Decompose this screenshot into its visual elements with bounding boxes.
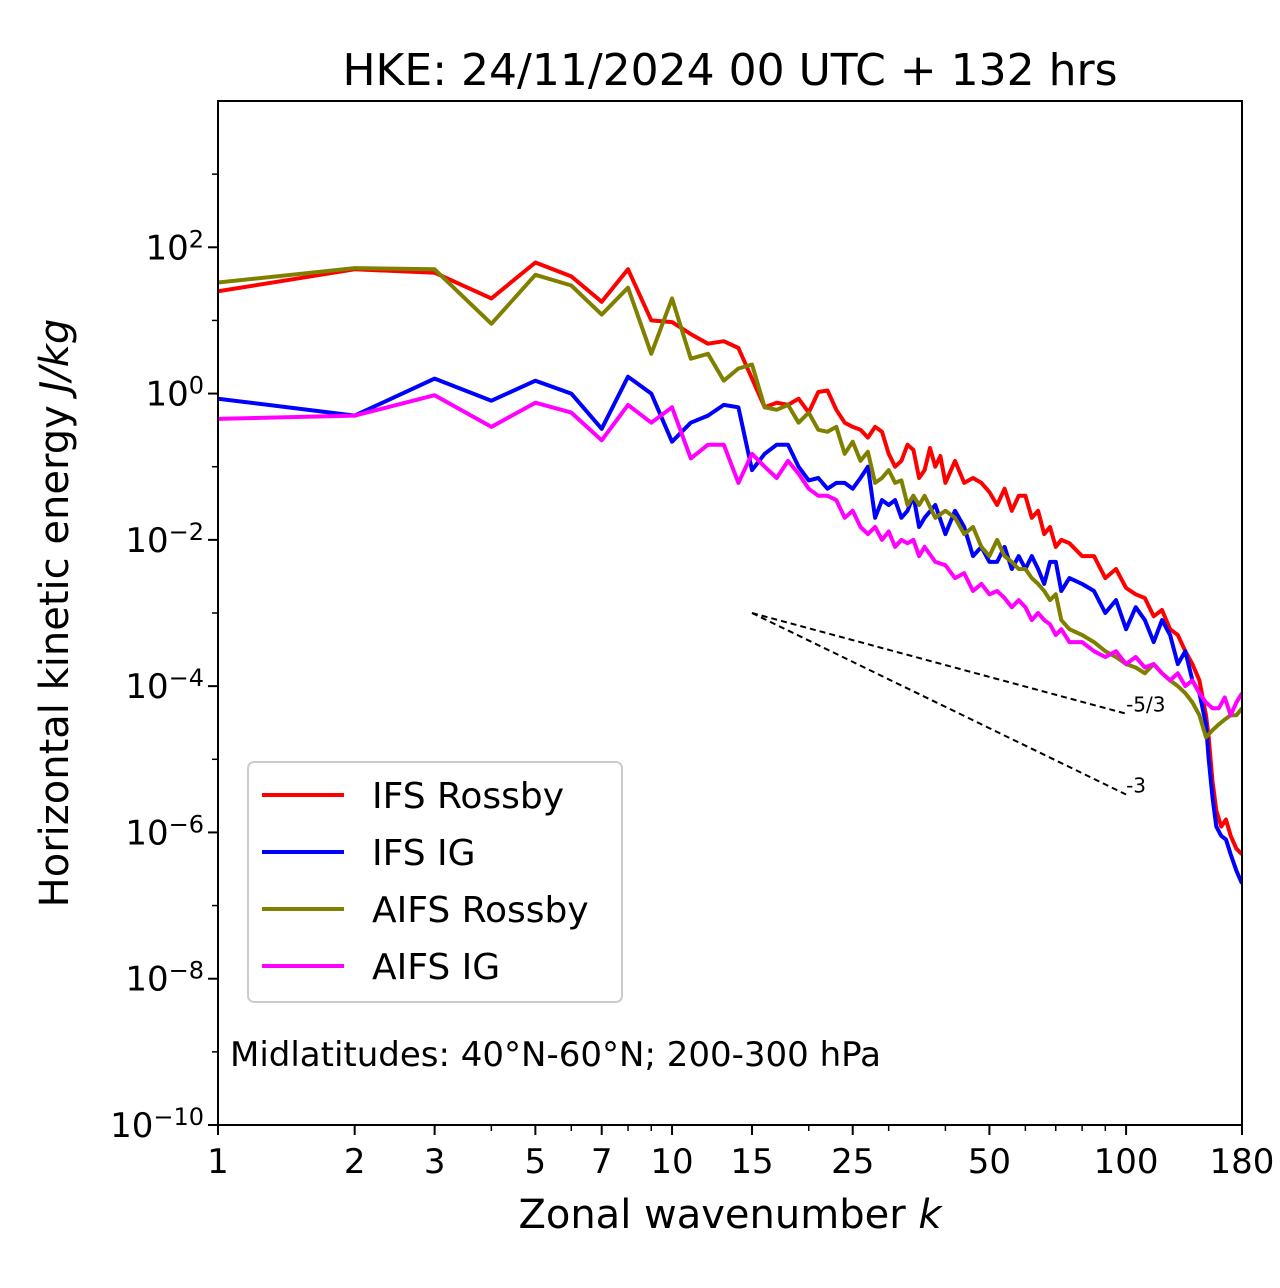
- plot-frame: [217, 100, 1243, 1126]
- y-tick-label: 100: [145, 372, 204, 415]
- x-tick-label: 5: [525, 1142, 547, 1182]
- legend: IFS Rossby IFS IG AIFS Rossby AIFS IG: [247, 761, 623, 1003]
- x-tick-label: 50: [968, 1142, 1011, 1182]
- x-tick-label: 25: [831, 1142, 874, 1182]
- y-tick-label: 10−4: [125, 664, 204, 707]
- reference-slope-line-0: [751, 612, 1127, 715]
- reference-slope-label-1: -3: [1126, 774, 1146, 798]
- x-tick-label: 7: [591, 1142, 613, 1182]
- x-tick-label: 10: [650, 1142, 693, 1182]
- y-tick-label: 102: [145, 225, 204, 268]
- y-axis-label: Horizontal kinetic energy J/kg: [32, 319, 78, 908]
- y-tick-label: 10−10: [110, 1103, 204, 1146]
- region-annotation: Midlatitudes: 40°N-60°N; 200-300 hPa: [230, 1035, 881, 1075]
- reference-slope-label-0: -5/3: [1126, 693, 1165, 717]
- series-line-0: [218, 260, 1242, 856]
- legend-label-1: IFS IG: [372, 833, 476, 874]
- x-tick-label: 2: [344, 1142, 366, 1182]
- x-tick-label: 1: [207, 1142, 229, 1182]
- series-layer: [218, 260, 1242, 885]
- series-line-3: [218, 393, 1242, 718]
- legend-frame: [247, 761, 623, 1003]
- y-tick-label: 10−6: [125, 810, 204, 853]
- y-tick-label: 10−2: [125, 518, 204, 561]
- x-axis-label: Zonal wavenumber k: [518, 1192, 943, 1238]
- x-tick-label: 3: [424, 1142, 446, 1182]
- legend-label-3: AIFS IG: [372, 947, 500, 988]
- series-line-1: [218, 374, 1242, 885]
- axis-ticks: 1 2 3 5 7 10 15 25 50 100 180 102 100 10−2 10−4 10−6 10−…: [110, 173, 1275, 1182]
- legend-label-0: IFS Rossby: [372, 776, 564, 817]
- legend-items: IFS Rossby IFS IG AIFS Rossby AIFS IG: [262, 776, 589, 988]
- x-tick-label: 100: [1094, 1142, 1159, 1182]
- chart-title: HKE: 24/11/2024 00 UTC + 132 hrs: [342, 45, 1117, 96]
- reference-slopes: -5/3 -3: [751, 612, 1166, 798]
- x-tick-label: 180: [1210, 1142, 1275, 1182]
- x-tick-label: 15: [730, 1142, 773, 1182]
- y-tick-label: 10−8: [125, 957, 204, 1000]
- legend-label-2: AIFS Rossby: [372, 890, 589, 931]
